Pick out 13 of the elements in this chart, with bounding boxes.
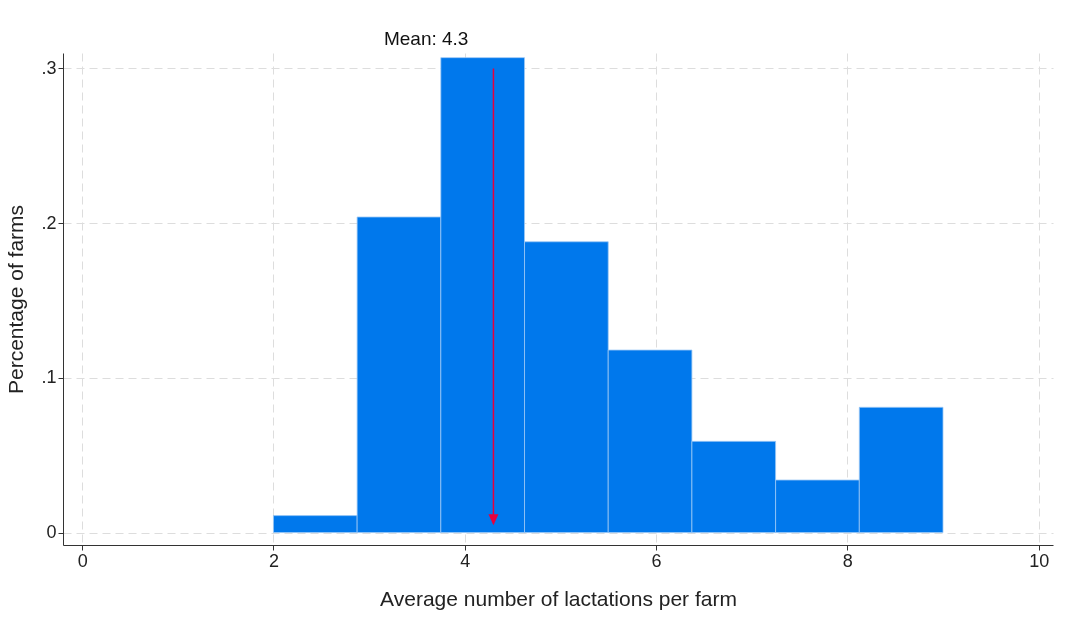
x-axis-title: Average number of lactations per farm bbox=[380, 586, 737, 610]
x-tick-label: 0 bbox=[77, 550, 88, 571]
x-tick-label: 6 bbox=[651, 550, 662, 571]
y-axis-title: Percentage of farms bbox=[4, 204, 28, 395]
ref-line-label: Mean: 4.3 bbox=[383, 28, 469, 49]
x-tick-label: 4 bbox=[460, 550, 471, 571]
y-tick-label: 0 bbox=[46, 522, 57, 543]
y-tick-label: .1 bbox=[41, 367, 57, 388]
y-tick-label: .3 bbox=[41, 57, 57, 78]
x-tick-label: 8 bbox=[842, 550, 853, 571]
x-tick-label: 10 bbox=[1029, 550, 1050, 571]
x-tick-label: 2 bbox=[268, 550, 279, 571]
y-tick-label: .2 bbox=[41, 212, 57, 233]
